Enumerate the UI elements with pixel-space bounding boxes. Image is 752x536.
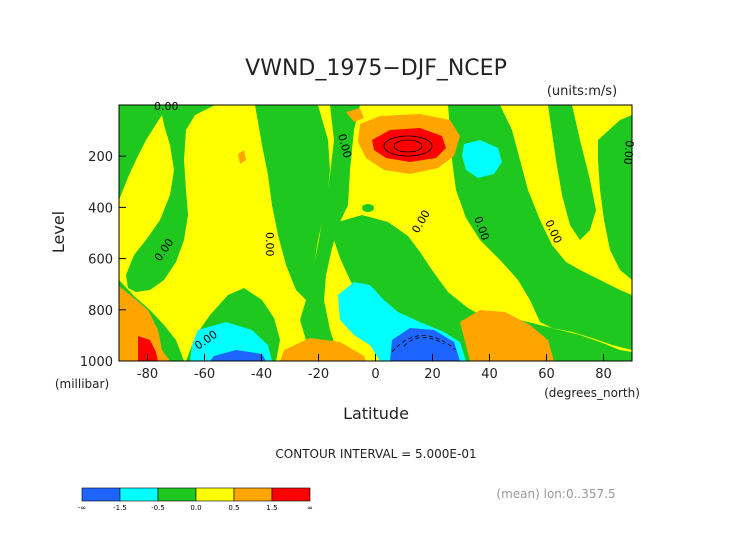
field-orange-pole-surface: [119, 286, 170, 361]
field-green-sw-upper: [119, 105, 170, 200]
x-tick-label: -60: [194, 367, 215, 382]
contour-label: 0.00: [335, 132, 354, 159]
y-tick-label: 1000: [80, 355, 113, 370]
colorbar-swatch: [81, 487, 121, 502]
x-tick-label: 0: [371, 367, 379, 382]
colorbar-level-label: -∞: [78, 504, 86, 512]
colorbar-level-label: 0.5: [228, 504, 239, 512]
contour-field: [119, 105, 632, 361]
x-tick-label: 40: [481, 367, 498, 382]
contour-line: [383, 135, 433, 157]
x-axis: -80 -60 -40 -20 0 20 40 60 80: [137, 354, 612, 382]
units-note: (units:m/s): [547, 84, 617, 99]
field-blue-nh-surface: [390, 328, 460, 361]
contour-line-negative: [403, 337, 445, 347]
y-tick-label: 200: [88, 150, 113, 165]
y-axis-label: Level: [49, 211, 68, 253]
y-tick-label: 800: [88, 304, 113, 319]
field-orange-small-upper: [346, 108, 364, 122]
y-axis: 200 400 600 800 1000: [80, 150, 126, 370]
colorbar-level-label: 1.5: [266, 504, 277, 512]
y-tick-label: 600: [88, 253, 113, 268]
field-orange-nh-surface: [460, 310, 554, 361]
x-tick-label: -40: [251, 367, 272, 382]
field-orange-20s-surface: [280, 338, 366, 361]
field-orange-small-blob: [238, 150, 246, 164]
field-green-band-10s: [300, 105, 360, 361]
x-axis-label: Latitude: [343, 404, 409, 423]
field-green-band-80n: [598, 115, 632, 280]
contour-line-negative: [391, 335, 457, 353]
colorbar-level-label: 0.0: [190, 504, 201, 512]
colorbar-level-label: -1.5: [113, 504, 127, 512]
field-red-upper-max: [372, 128, 446, 162]
x-tick-label: -20: [308, 367, 329, 382]
y-tick-label: 400: [88, 201, 113, 216]
footer-note: (mean) lon:0..357.5: [496, 487, 615, 501]
contour-interval: CONTOUR INTERVAL = 5.000E-01: [275, 447, 476, 461]
colorbar-swatch: [195, 487, 235, 502]
colorbar-level-label: -0.5: [151, 504, 165, 512]
field-red-pole-surface: [138, 336, 158, 361]
x-tick-label: 60: [538, 367, 555, 382]
field-green-band-60n: [548, 105, 596, 240]
x-axis-units: (degrees_north): [544, 386, 640, 400]
field-green-band-sh: [126, 105, 215, 292]
contour-label: 0.00: [263, 232, 276, 257]
x-tick-label: 20: [424, 367, 441, 382]
colorbar-swatch: [271, 487, 311, 502]
field-cyan-upper-nh: [462, 140, 502, 178]
chart-title: VWND_1975−DJF_NCEP: [245, 56, 507, 81]
field-green-band-30s: [255, 105, 330, 300]
colorbar-level-label: ∞: [307, 504, 313, 512]
contour-label: 0.00: [154, 100, 179, 113]
contour-line: [393, 139, 423, 153]
y-axis-units: (millibar): [55, 377, 109, 391]
colorbar-swatch: [119, 487, 159, 502]
field-green-small-blob: [362, 204, 374, 212]
field-blue-sh-surface: [210, 350, 266, 361]
colorbar-swatch: [157, 487, 197, 502]
field-cyan-sh-surface: [190, 322, 272, 361]
colorbar-swatch: [233, 487, 273, 502]
x-tick-label: -80: [137, 367, 158, 382]
contour-label: 0.00: [621, 140, 636, 166]
colorbar-legend: -∞ -1.5 -0.5 0.0 0.5 1.5 ∞: [78, 487, 313, 512]
x-tick-label: 80: [595, 367, 612, 382]
